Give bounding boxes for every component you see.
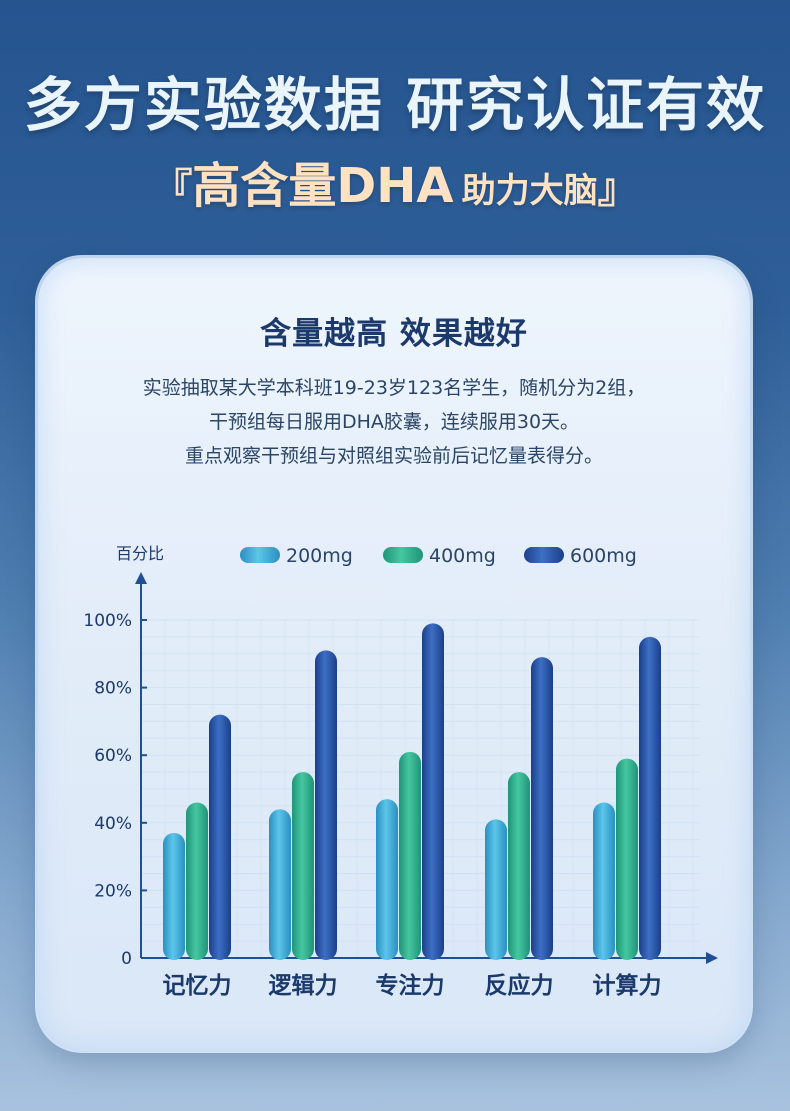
desc-line: 实验抽取某大学本科班19-23岁123名学生，随机分为2组， [142,377,646,399]
x-category-label: 反应力 [485,972,554,999]
card-title: 含量越高 效果越好 [260,316,528,352]
legend-swatch [383,547,423,563]
page-subheadline: 『高含量DHA 助力大脑』 [0,146,790,216]
bar-200mg [376,799,398,960]
bar-200mg [163,832,185,960]
y-tick-label: 60% [94,746,132,766]
page-headline: 多方实验数据 研究认证有效 [23,71,767,139]
y-tick-label: 20% [94,881,132,901]
bar-600mg [422,623,444,960]
subheadline-small: 助力大脑 [461,171,598,211]
x-category-label: 逻辑力 [269,972,338,999]
y-axis-title: 百分比 [116,544,164,563]
x-category-label: 计算力 [593,972,662,999]
x-category-label: 专注力 [376,972,445,999]
legend-swatch [240,547,280,563]
legend-label: 400mg [429,545,496,567]
bar-600mg [315,650,337,960]
bar-400mg [508,772,530,960]
desc-line: 重点观察干预组与对照组实验前后记忆量表得分。 [184,445,603,467]
bar-600mg [531,657,553,960]
y-axis-arrow [135,572,147,584]
legend-label: 200mg [286,545,353,567]
x-category-label: 记忆力 [163,973,232,999]
y-tick-label: 0 [121,949,132,969]
y-tick-label: 40% [94,814,132,834]
bar-200mg [485,819,507,960]
bar-200mg [269,809,291,960]
desc-line: 干预组每日服用DHA胶囊，连续服用30天。 [208,411,580,433]
bar-400mg [616,758,638,960]
bar-400mg [292,772,314,960]
x-axis-arrow [706,952,718,964]
legend-label: 600mg [570,545,637,567]
bar-400mg [399,751,421,960]
bar-600mg [209,714,231,960]
y-tick-label: 100% [83,611,132,631]
bar-600mg [639,636,661,960]
bracket-open: 『 [152,166,193,212]
bar-400mg [186,802,208,960]
bracket-close: 』 [597,166,638,212]
legend-swatch [524,547,564,563]
y-tick-label: 80% [94,679,132,699]
subheadline-main: 高含量DHA [192,158,454,214]
bar-200mg [593,802,615,960]
